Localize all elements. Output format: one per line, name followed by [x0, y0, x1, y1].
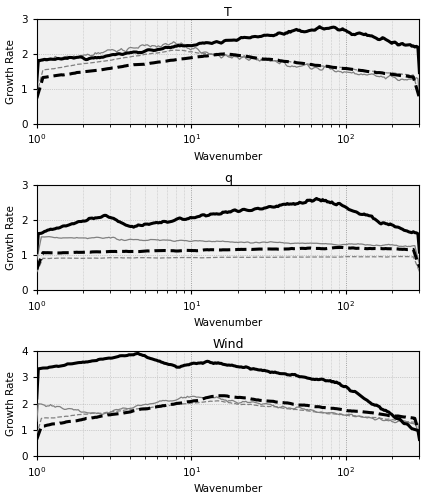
- Y-axis label: Growth Rate: Growth Rate: [6, 38, 16, 104]
- X-axis label: Wavenumber: Wavenumber: [193, 484, 263, 494]
- Y-axis label: Growth Rate: Growth Rate: [6, 371, 16, 436]
- Title: T: T: [224, 6, 232, 18]
- Title: q: q: [224, 172, 232, 185]
- Title: Wind: Wind: [212, 338, 244, 351]
- Y-axis label: Growth Rate: Growth Rate: [6, 205, 16, 270]
- X-axis label: Wavenumber: Wavenumber: [193, 318, 263, 328]
- X-axis label: Wavenumber: Wavenumber: [193, 152, 263, 162]
